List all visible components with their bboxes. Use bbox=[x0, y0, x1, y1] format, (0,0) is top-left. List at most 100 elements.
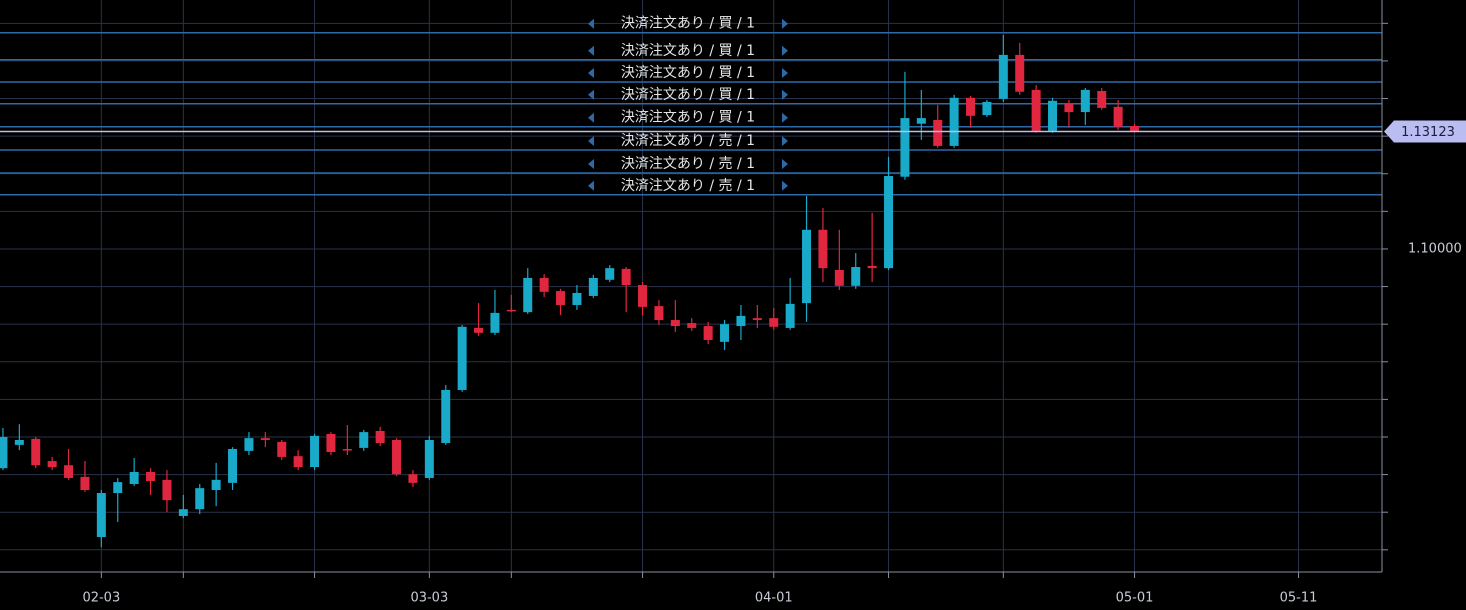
order-arrow-left bbox=[588, 158, 594, 169]
order-label: 決済注文あり / 売 / 1 bbox=[621, 133, 755, 149]
candle-body bbox=[539, 277, 549, 292]
candle-body bbox=[834, 270, 844, 286]
order-arrow-right bbox=[782, 89, 788, 100]
candle-body bbox=[211, 479, 221, 491]
candle-body bbox=[720, 324, 730, 342]
candle-body bbox=[293, 456, 303, 468]
candle-body bbox=[162, 479, 172, 501]
candle-body bbox=[113, 482, 123, 494]
candle-body bbox=[1130, 125, 1140, 132]
candle-body bbox=[621, 268, 631, 286]
order-arrow-left bbox=[588, 136, 594, 147]
candle-body bbox=[31, 438, 41, 466]
candle-body bbox=[572, 292, 582, 305]
candle-body bbox=[14, 440, 24, 445]
candle-body bbox=[556, 291, 566, 305]
candle-body bbox=[752, 318, 762, 321]
candle-body bbox=[96, 493, 106, 538]
order-arrow-right bbox=[782, 158, 788, 169]
candle-body bbox=[228, 449, 238, 483]
x-tick-label: 03-03 bbox=[410, 591, 448, 606]
order-arrow-right bbox=[782, 180, 788, 191]
candle-body bbox=[736, 315, 746, 327]
candle-body bbox=[1113, 106, 1123, 127]
candle-body bbox=[146, 471, 156, 481]
candle-body bbox=[47, 461, 57, 468]
candle-body bbox=[1080, 89, 1090, 113]
order-layer: 決済注文あり / 買 / 1 決済注文あり / 買 / 1 決済注文あり / 買 /… bbox=[0, 16, 1382, 196]
candle-body bbox=[260, 438, 270, 440]
order-label: 決済注文あり / 買 / 1 bbox=[621, 87, 755, 103]
y-tick-label: 1.10000 bbox=[1408, 241, 1462, 256]
candle-body bbox=[342, 449, 352, 451]
candle-body bbox=[277, 441, 287, 457]
order-arrow-left bbox=[588, 18, 594, 29]
candle-body bbox=[703, 326, 713, 340]
candle-body bbox=[441, 389, 451, 444]
candle-body bbox=[1015, 54, 1025, 92]
candle-body bbox=[1048, 100, 1058, 131]
candle-body bbox=[802, 229, 812, 304]
candle-body bbox=[424, 440, 434, 478]
order-arrow-right bbox=[782, 112, 788, 123]
x-tick-label: 05-11 bbox=[1280, 591, 1318, 606]
candle-body bbox=[638, 285, 648, 307]
candle-body bbox=[310, 435, 320, 468]
candle-body bbox=[1097, 91, 1107, 108]
candle-body bbox=[654, 306, 664, 321]
candle-body bbox=[867, 265, 877, 269]
order-arrow-left bbox=[588, 180, 594, 191]
candle-body bbox=[687, 323, 697, 328]
candle-body bbox=[1031, 89, 1041, 131]
candle-body bbox=[916, 118, 926, 124]
order-label: 決済注文あり / 買 / 1 bbox=[621, 16, 755, 32]
candle-body bbox=[244, 438, 254, 451]
candle-body bbox=[670, 320, 680, 327]
candle-body bbox=[884, 176, 894, 269]
candle-body bbox=[851, 267, 861, 286]
candle-body bbox=[375, 430, 385, 444]
candle-body bbox=[474, 327, 484, 333]
candle-body bbox=[64, 465, 74, 478]
candle-body bbox=[1064, 103, 1074, 113]
candle-body bbox=[966, 97, 976, 116]
candle-body bbox=[129, 471, 139, 484]
candle-body bbox=[359, 432, 369, 448]
candle-body bbox=[195, 488, 205, 510]
order-arrow-left bbox=[588, 112, 594, 123]
candle-body bbox=[178, 509, 188, 516]
candle-body bbox=[769, 318, 779, 327]
candle-body bbox=[949, 97, 959, 146]
candle-body bbox=[490, 312, 500, 333]
order-label: 決済注文あり / 買 / 1 bbox=[621, 110, 755, 126]
order-arrow-right bbox=[782, 136, 788, 147]
current-price-box bbox=[1384, 120, 1466, 143]
candle-body bbox=[0, 436, 8, 469]
x-tick-label: 02-03 bbox=[82, 591, 120, 606]
order-arrow-left bbox=[588, 45, 594, 56]
candle-body bbox=[392, 440, 402, 475]
candle-body bbox=[900, 118, 910, 177]
order-arrow-left bbox=[588, 89, 594, 100]
order-label: 決済注文あり / 売 / 1 bbox=[621, 156, 755, 172]
order-label: 決済注文あり / 売 / 1 bbox=[621, 178, 755, 194]
candle-body bbox=[818, 229, 828, 269]
candle-body bbox=[457, 326, 467, 390]
candle-body bbox=[523, 277, 533, 313]
order-arrow-right bbox=[782, 67, 788, 78]
candle-body bbox=[605, 268, 615, 280]
candle-body bbox=[80, 476, 90, 491]
candle-body bbox=[998, 54, 1008, 99]
x-tick-label: 04-01 bbox=[755, 591, 793, 606]
candle-body bbox=[506, 309, 516, 312]
order-arrow-left bbox=[588, 67, 594, 78]
order-arrow-right bbox=[782, 45, 788, 56]
order-arrow-right bbox=[782, 18, 788, 29]
candle-body bbox=[785, 303, 795, 328]
candle-body bbox=[408, 474, 418, 483]
order-label: 決済注文あり / 買 / 1 bbox=[621, 43, 755, 59]
x-tick-label: 05-01 bbox=[1116, 591, 1154, 606]
